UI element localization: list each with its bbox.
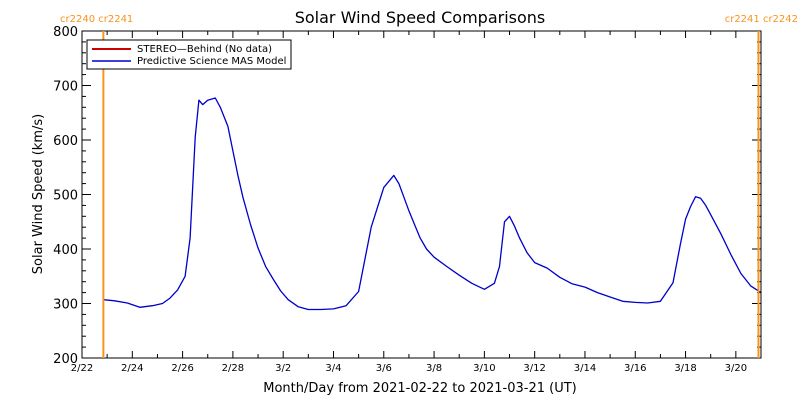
y-tick-label: 400	[53, 243, 78, 258]
y-axis-ticks: 200 300 400 500 600 700 800	[53, 25, 761, 367]
y-tick-label: 800	[53, 25, 78, 40]
carrington-markers: cr2240 cr2241 cr2241 cr2242	[60, 14, 798, 358]
y-tick-label: 600	[53, 134, 78, 149]
x-axis-label: Month/Day from 2021-02-22 to 2021-03-21 …	[263, 381, 576, 396]
y-axis-label: Solar Wind Speed (km/s)	[31, 114, 46, 274]
x-tick-label: 3/10	[473, 363, 495, 374]
legend-box	[86, 39, 292, 70]
x-tick-label: 3/20	[725, 363, 747, 374]
x-tick-label: 2/24	[121, 363, 143, 374]
legend-label-mas-model: Predictive Science MAS Model	[137, 56, 286, 67]
x-tick-label: 3/12	[523, 363, 545, 374]
chart-title: Solar Wind Speed Comparisons	[295, 8, 546, 27]
x-tick-label: 3/4	[325, 363, 341, 374]
plot-area	[103, 97, 762, 311]
x-tick-label: 2/28	[222, 363, 244, 374]
x-axis-ticks: 2/22 2/24 2/26 2/28 3/2 3/4 3/6 3/8 3/10 3/12 3/14…	[71, 31, 762, 374]
x-tick-label: 3/6	[376, 363, 392, 374]
y-tick-label: 500	[53, 189, 78, 204]
x-tick-label: 2/26	[171, 363, 193, 374]
y-tick-label: 700	[53, 80, 78, 95]
x-tick-label: 3/16	[624, 363, 646, 374]
x-tick-label: 2/22	[71, 363, 93, 374]
y-tick-label: 300	[53, 298, 78, 313]
x-tick-label: 3/18	[674, 363, 696, 374]
carrington-marker-label: cr2241 cr2242	[725, 14, 798, 25]
x-tick-label: 3/2	[275, 363, 291, 374]
series-line-mas-model	[103, 97, 762, 311]
y-tick-label: 200	[53, 352, 78, 367]
x-tick-label: 3/8	[426, 363, 442, 374]
x-tick-label: 3/14	[574, 363, 596, 374]
legend: STEREO—Behind (No data) Predictive Scien…	[86, 39, 292, 70]
legend-label-stereo: STEREO—Behind (No data)	[137, 44, 272, 55]
carrington-marker-label: cr2240 cr2241	[60, 14, 133, 25]
